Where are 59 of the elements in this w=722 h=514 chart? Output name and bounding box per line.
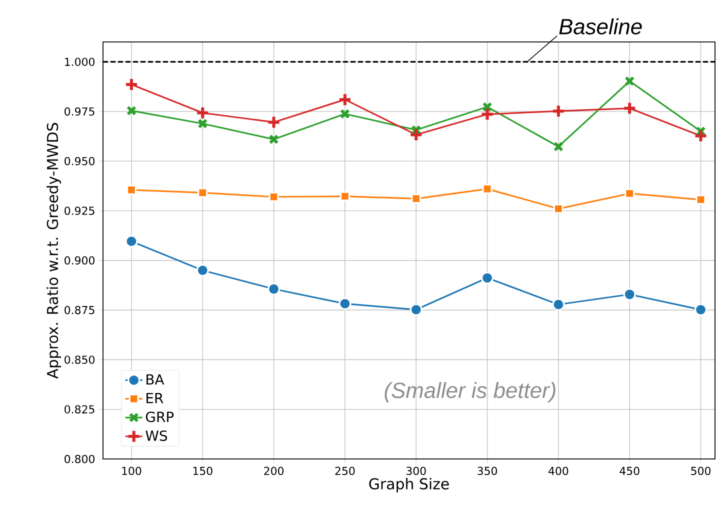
point xyxy=(126,106,137,116)
point xyxy=(553,204,564,214)
x-tick-label: 150 xyxy=(193,466,212,476)
point xyxy=(551,104,566,118)
point xyxy=(624,76,635,86)
y-tick-label: 0.800 xyxy=(64,454,94,464)
point xyxy=(410,303,422,316)
legend-label: BA xyxy=(146,374,164,385)
point xyxy=(340,191,350,202)
point xyxy=(198,188,208,198)
y-tick-label: 0.975 xyxy=(64,107,94,116)
legend-label: WS xyxy=(146,430,168,441)
point xyxy=(268,134,279,144)
point xyxy=(411,194,422,204)
annotation: (Smaller is better) xyxy=(384,382,556,402)
x-tick-label: 450 xyxy=(620,466,640,476)
y-tick-label: 0.850 xyxy=(64,356,94,364)
x-tick-label: 250 xyxy=(335,466,355,476)
point xyxy=(553,142,564,152)
point xyxy=(125,235,138,248)
point xyxy=(552,298,565,311)
x-tick-label: 400 xyxy=(548,466,568,476)
point xyxy=(480,272,494,284)
x-axis-title: Graph Size xyxy=(369,478,449,492)
y-tick-label: 0.925 xyxy=(64,206,94,215)
point xyxy=(624,188,635,198)
y-tick-label: 0.875 xyxy=(64,306,94,314)
point xyxy=(198,118,208,129)
point xyxy=(196,106,210,120)
point xyxy=(480,107,494,122)
point xyxy=(482,184,492,194)
point xyxy=(266,115,281,130)
y-tick-label: 0.900 xyxy=(64,256,94,265)
point xyxy=(482,102,492,112)
point xyxy=(694,303,708,316)
point xyxy=(338,297,352,310)
x-tick-label: 350 xyxy=(478,466,498,476)
x-tick-label: 300 xyxy=(406,466,426,476)
point xyxy=(622,101,637,116)
legend-label: ER xyxy=(146,392,164,404)
point xyxy=(196,264,209,277)
annotation: Baseline xyxy=(559,18,642,34)
point xyxy=(338,92,352,107)
point xyxy=(409,128,424,142)
y-axis-title: Approx. Ratio w.r.t. Greedy-MWDS xyxy=(46,122,62,379)
x-tick-label: 100 xyxy=(122,466,142,476)
y-tick-label: 0.950 xyxy=(64,156,94,166)
x-tick-label: 500 xyxy=(691,466,710,476)
point xyxy=(268,282,280,296)
point xyxy=(268,192,279,202)
point xyxy=(694,128,708,143)
point xyxy=(696,194,706,205)
legend-label: GRP xyxy=(146,412,174,422)
point xyxy=(340,108,350,119)
point xyxy=(124,77,138,92)
x-tick-label: 200 xyxy=(264,466,284,476)
point xyxy=(623,288,636,301)
y-tick-label: 0.825 xyxy=(64,405,94,414)
y-tick-label: 1.000 xyxy=(65,58,94,66)
